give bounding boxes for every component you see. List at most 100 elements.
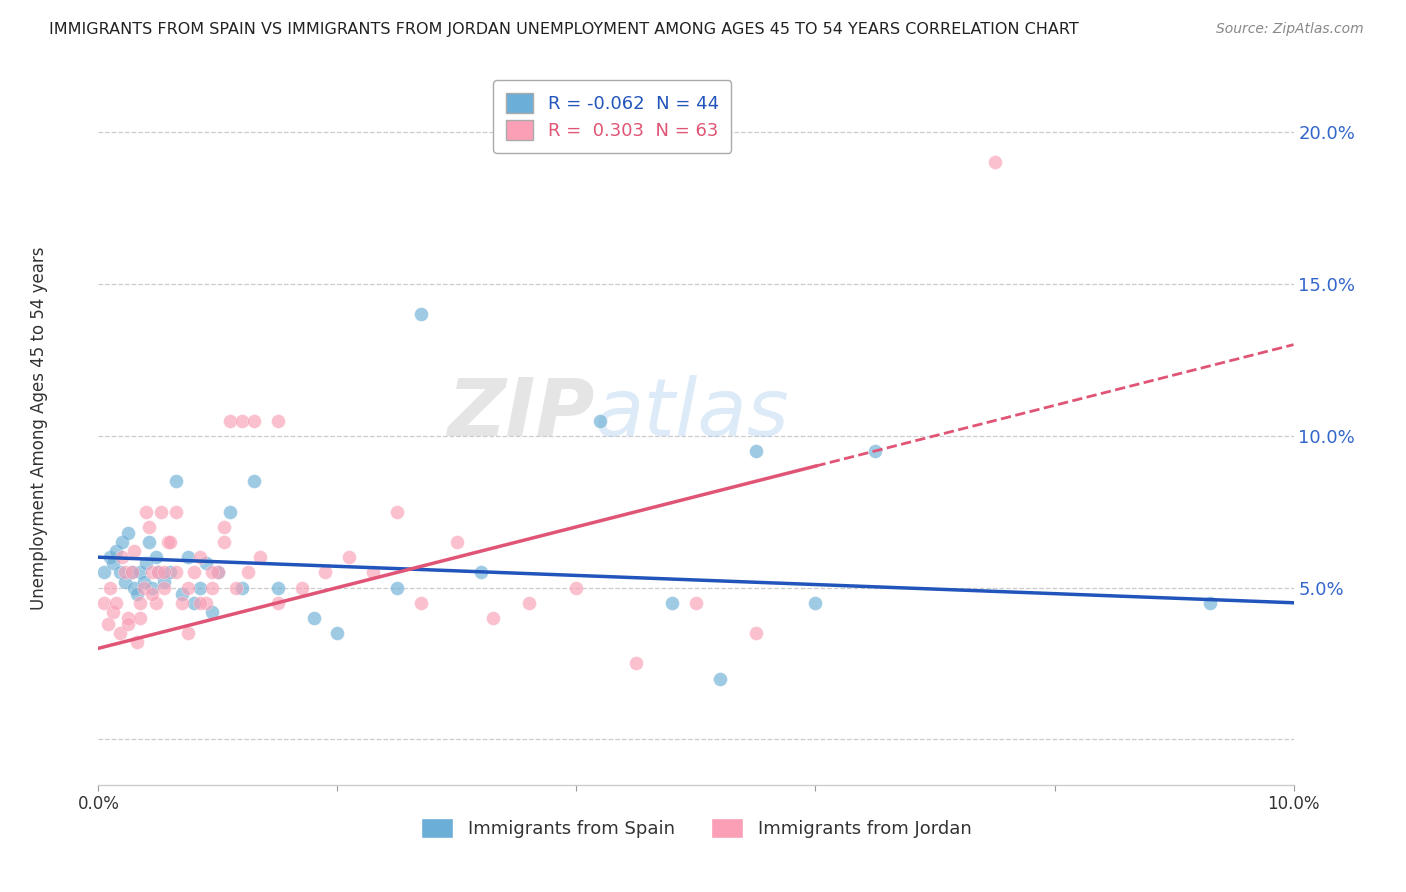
- Point: [661, 596, 683, 610]
- Point: [117, 617, 139, 632]
- Point: [148, 566, 170, 580]
- Point: [125, 587, 148, 601]
- Point: [129, 611, 152, 625]
- Point: [153, 574, 176, 589]
- Point: [135, 505, 157, 519]
- Text: Unemployment Among Ages 45 to 54 years: Unemployment Among Ages 45 to 54 years: [30, 246, 48, 610]
- Point: [165, 566, 187, 580]
- Point: [363, 566, 385, 580]
- Point: [188, 550, 211, 565]
- Point: [243, 475, 266, 489]
- Point: [589, 413, 612, 427]
- Point: [177, 581, 200, 595]
- Point: [201, 605, 224, 619]
- Point: [132, 574, 155, 589]
- Point: [565, 581, 588, 595]
- Point: [188, 581, 211, 595]
- Point: [172, 587, 194, 601]
- Point: [201, 566, 224, 580]
- Point: [385, 581, 409, 595]
- Point: [125, 635, 148, 649]
- Point: [231, 581, 253, 595]
- Point: [117, 611, 139, 625]
- Point: [302, 611, 325, 625]
- Point: [709, 672, 731, 686]
- Point: [165, 505, 187, 519]
- Point: [201, 581, 224, 595]
- Point: [138, 535, 160, 549]
- Point: [111, 535, 134, 549]
- Point: [177, 626, 200, 640]
- Point: [101, 605, 124, 619]
- Point: [165, 475, 187, 489]
- Point: [124, 581, 146, 595]
- Point: [101, 556, 124, 570]
- Point: [243, 413, 266, 427]
- Point: [114, 566, 136, 580]
- Point: [315, 566, 337, 580]
- Point: [129, 566, 152, 580]
- Point: [132, 581, 155, 595]
- Point: [385, 505, 409, 519]
- Point: [231, 413, 253, 427]
- Point: [105, 596, 128, 610]
- Point: [685, 596, 707, 610]
- Point: [984, 155, 1007, 169]
- Point: [249, 550, 271, 565]
- Text: Source: ZipAtlas.com: Source: ZipAtlas.com: [1216, 22, 1364, 37]
- Point: [108, 626, 131, 640]
- Point: [124, 544, 146, 558]
- Point: [207, 566, 229, 580]
- Point: [188, 596, 211, 610]
- Legend: Immigrants from Spain, Immigrants from Jordan: Immigrants from Spain, Immigrants from J…: [412, 809, 980, 847]
- Point: [183, 566, 205, 580]
- Point: [98, 581, 122, 595]
- Point: [236, 566, 259, 580]
- Point: [225, 581, 247, 595]
- Point: [93, 596, 115, 610]
- Point: [145, 550, 167, 565]
- Point: [93, 566, 115, 580]
- Point: [470, 566, 492, 580]
- Point: [149, 505, 172, 519]
- Point: [212, 535, 235, 549]
- Point: [267, 581, 290, 595]
- Point: [804, 596, 827, 610]
- Point: [117, 525, 139, 540]
- Point: [98, 550, 122, 565]
- Point: [745, 626, 768, 640]
- Point: [111, 550, 134, 565]
- Point: [339, 550, 361, 565]
- Point: [159, 566, 181, 580]
- Text: IMMIGRANTS FROM SPAIN VS IMMIGRANTS FROM JORDAN UNEMPLOYMENT AMONG AGES 45 TO 54: IMMIGRANTS FROM SPAIN VS IMMIGRANTS FROM…: [49, 22, 1078, 37]
- Point: [219, 413, 242, 427]
- Point: [517, 596, 540, 610]
- Point: [219, 505, 242, 519]
- Point: [291, 581, 314, 595]
- Point: [141, 587, 163, 601]
- Point: [1199, 596, 1222, 610]
- Point: [195, 596, 218, 610]
- Point: [145, 596, 167, 610]
- Point: [138, 520, 160, 534]
- Point: [108, 566, 131, 580]
- Point: [177, 550, 200, 565]
- Point: [195, 556, 218, 570]
- Point: [141, 581, 163, 595]
- Point: [105, 544, 128, 558]
- Point: [411, 307, 433, 321]
- Point: [121, 566, 143, 580]
- Point: [156, 535, 179, 549]
- Point: [121, 566, 143, 580]
- Point: [212, 520, 235, 534]
- Point: [114, 574, 136, 589]
- Point: [153, 566, 176, 580]
- Point: [626, 657, 648, 671]
- Point: [326, 626, 349, 640]
- Point: [159, 535, 181, 549]
- Point: [207, 566, 229, 580]
- Point: [97, 617, 120, 632]
- Point: [411, 596, 433, 610]
- Point: [267, 413, 290, 427]
- Point: [129, 596, 152, 610]
